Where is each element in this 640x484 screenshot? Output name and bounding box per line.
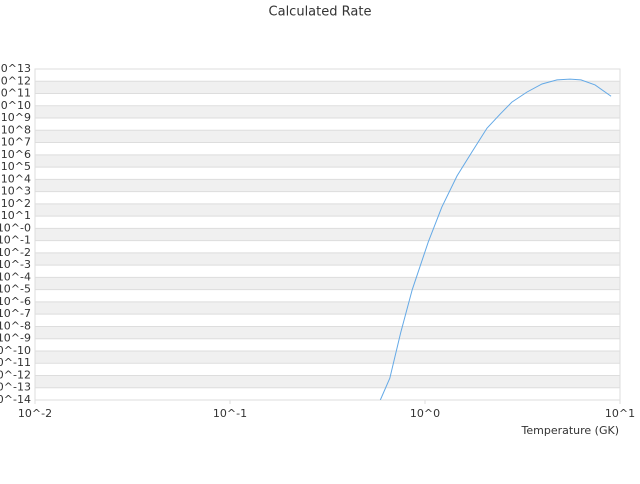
y-tick-label: 10^-13 [0,381,31,394]
grid-band [35,203,620,217]
y-tick-label: 10^-0 [0,221,31,234]
chart-title: Calculated Rate [269,5,372,20]
y-tick-label: 10^12 [0,74,31,87]
y-tick-label: 10^-3 [0,258,31,271]
grid-band [35,301,620,315]
x-tick-label: 10^-1 [213,407,247,420]
grid-band [35,105,620,119]
y-tick-label: 10^-6 [0,295,31,308]
y-tick-label: 10^4 [1,172,31,185]
y-tick-label: 10^-7 [0,307,31,320]
grid-band [35,252,620,266]
y-tick-label: 10^11 [0,87,31,100]
grid-band [35,375,620,388]
grid-band [35,179,620,192]
y-tick-label: 10^3 [1,185,31,198]
y-tick-label: 10^-12 [0,368,31,381]
grid-band [35,350,620,364]
grid-band [35,228,620,241]
y-tick-label: 10^-8 [0,319,31,332]
plot-frame [34,68,621,401]
y-tick-label: 10^5 [1,160,31,173]
y-tick-label: 10^8 [1,123,31,136]
data-line [379,78,612,400]
y-tick-label: 10^9 [1,111,31,124]
y-tick-label: 10^-5 [0,283,31,296]
y-tick-label: 10^-4 [0,270,31,283]
y-tick-label: 10^2 [1,197,31,210]
grid-band [35,326,620,339]
y-tick-label: 10^-1 [0,234,31,247]
x-tick-label: 10^1 [605,407,635,420]
y-tick-label: 10^1 [1,209,31,222]
x-tick-label: 10^-2 [18,407,52,420]
grid-band [35,81,620,94]
y-tick-label: 10^10 [0,99,31,112]
y-tick-label: 10^-11 [0,356,31,369]
y-tick-label: 10^13 [0,62,31,75]
x-axis-label: Temperature (GK) [521,424,620,437]
y-tick-label: 10^6 [1,148,31,161]
grid-band [35,277,620,290]
y-tick-label: 10^-2 [0,246,31,259]
y-tick-label: 10^-14 [0,393,31,406]
grid-band [35,130,620,143]
y-tick-label: 10^-10 [0,344,31,357]
y-tick-label: 10^-9 [0,332,31,345]
grid-band [35,154,620,168]
y-tick-label: 10^7 [1,136,31,149]
x-tick-label: 10^0 [410,407,440,420]
